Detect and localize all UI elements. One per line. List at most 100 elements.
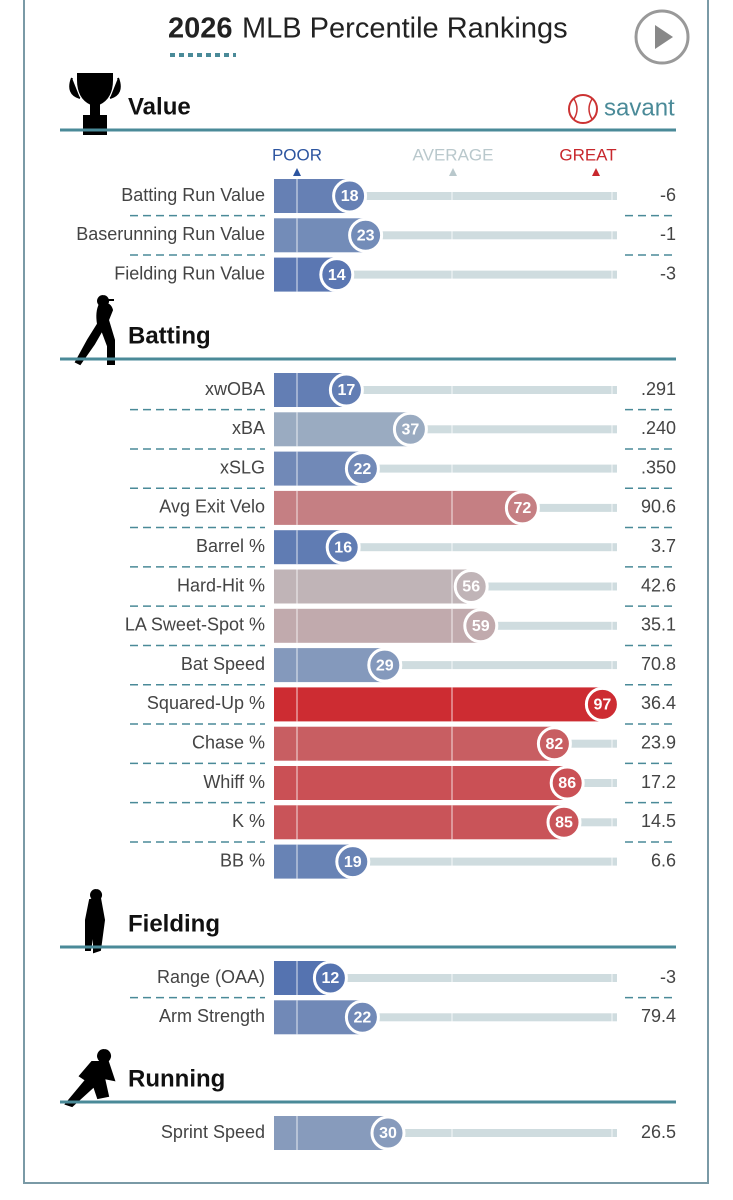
- percentile-label: 85: [555, 815, 573, 832]
- percentile-dot: [546, 804, 582, 840]
- metric-label: Batting Run Value: [121, 185, 265, 205]
- metric-value: 79.4: [641, 1006, 676, 1026]
- section-icon: [74, 295, 115, 366]
- metric-label: Range (OAA): [157, 967, 265, 987]
- percentile-bar-group: 97: [274, 686, 620, 722]
- percentile-dot: [335, 844, 371, 880]
- percentile-label: 72: [514, 500, 532, 517]
- metric-value: .240: [641, 418, 676, 438]
- percentile-dot: [453, 569, 489, 604]
- logo-seams: [573, 98, 593, 120]
- percentile-bar-group: 18: [274, 178, 617, 214]
- percentile-dot: [549, 765, 585, 801]
- track: [274, 386, 617, 394]
- legend-great: GREAT: [559, 145, 616, 164]
- percentile-dot: [348, 217, 384, 253]
- metric-label: BB %: [220, 850, 265, 870]
- section-title: Fielding: [128, 910, 220, 937]
- percentile-dot: [392, 411, 428, 447]
- percentile-label: 22: [354, 1010, 372, 1027]
- percentile-label: 17: [338, 382, 356, 399]
- section-icon: [85, 889, 106, 954]
- percentile-dot: [504, 490, 540, 526]
- metric-label: Hard-Hit %: [177, 575, 265, 595]
- percentile-dot: [584, 686, 620, 722]
- track: [274, 1129, 617, 1137]
- metric-value: .350: [641, 457, 676, 477]
- metric-value: 17.2: [641, 772, 676, 792]
- percentile-bar: [274, 608, 481, 643]
- percentile-bar-group: 17: [274, 372, 617, 408]
- metric-label: Bat Speed: [181, 654, 265, 674]
- percentile-bar-group: 22: [274, 999, 617, 1035]
- metric-label: Whiff %: [203, 772, 265, 792]
- percentile-label: 37: [402, 422, 420, 439]
- percentile-dot: [344, 451, 380, 487]
- metric-label: xBA: [232, 418, 265, 438]
- title: MLB Percentile Rankings: [242, 13, 568, 45]
- percentile-bar-group: 86: [274, 765, 617, 801]
- percentile-bar: [274, 1116, 388, 1150]
- metric-label: Sprint Speed: [161, 1122, 265, 1142]
- metric-value: 26.5: [641, 1122, 676, 1142]
- metric-value: -1: [660, 224, 676, 244]
- percentile-label: 19: [344, 854, 362, 871]
- metric-value: 14.5: [641, 811, 676, 831]
- metric-label: Avg Exit Velo: [159, 497, 265, 517]
- card-border: [23, 0, 709, 1184]
- track: [274, 857, 617, 866]
- percentile-label: 18: [341, 188, 359, 205]
- savant-logo: savant: [568, 94, 675, 124]
- percentile-bar-group: 37: [274, 411, 617, 447]
- track: [274, 464, 617, 473]
- section-title: Value: [128, 93, 191, 120]
- legend-average-marker: [449, 168, 457, 176]
- percentile-bar-group: 23: [274, 217, 617, 253]
- percentile-bar: [274, 805, 564, 840]
- metric-label: Chase %: [192, 732, 265, 752]
- percentile-dot: [332, 178, 368, 214]
- metric-value: -3: [660, 263, 676, 283]
- metric-label: K %: [232, 811, 265, 831]
- percentile-dot: [370, 1115, 406, 1151]
- metric-label: LA Sweet-Spot %: [125, 615, 265, 635]
- percentile-bar: [274, 687, 603, 722]
- percentile-label: 86: [558, 775, 576, 792]
- percentile-label: 29: [376, 657, 394, 674]
- percentile-bar-group: 22: [274, 451, 617, 487]
- percentile-bar-group: 56: [274, 569, 617, 604]
- metric-value: 35.1: [641, 615, 676, 635]
- section-icon: [64, 1049, 116, 1108]
- metric-value: 90.6: [641, 497, 676, 517]
- percentile-bar-group: 19: [274, 844, 617, 880]
- percentile-bar: [274, 648, 385, 683]
- logo-text: savant: [604, 94, 675, 121]
- percentile-dot: [463, 608, 499, 644]
- percentile-bar-group: 72: [274, 490, 617, 526]
- percentile-bar: [274, 412, 411, 447]
- metric-value: 42.6: [641, 575, 676, 595]
- percentile-label: 82: [546, 736, 564, 753]
- play-icon[interactable]: [655, 25, 673, 49]
- percentile-label: 97: [594, 697, 612, 714]
- percentile-dot: [367, 647, 403, 683]
- metric-value: 70.8: [641, 654, 676, 674]
- metric-value: -3: [660, 967, 676, 987]
- play-button[interactable]: [634, 9, 690, 65]
- percentile-dot: [328, 372, 364, 408]
- section-title: Batting: [128, 322, 211, 349]
- metric-label: xwOBA: [205, 379, 265, 399]
- percentile-label: 23: [357, 228, 375, 245]
- metric-value: 3.7: [651, 536, 676, 556]
- percentile-bar: [274, 490, 523, 525]
- percentile-bar-group: 14: [274, 257, 617, 293]
- percentile-bar-group: 12: [274, 960, 617, 996]
- track: [274, 192, 617, 200]
- percentile-label: 22: [354, 461, 372, 478]
- logo-ball: [568, 94, 598, 124]
- percentile-bar-group: 16: [274, 529, 617, 565]
- track: [274, 543, 617, 552]
- percentile-bar: [274, 726, 555, 761]
- percentile-dot: [325, 529, 361, 565]
- metric-label: Squared-Up %: [147, 693, 265, 713]
